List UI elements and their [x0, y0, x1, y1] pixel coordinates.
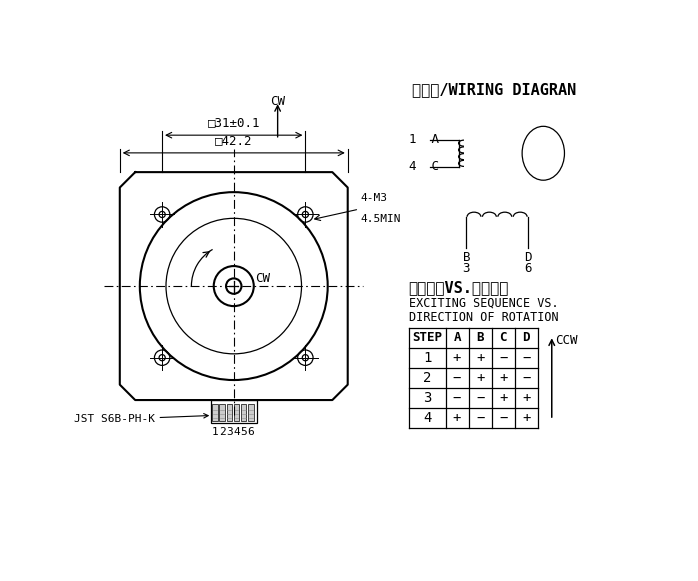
Text: 1: 1: [211, 427, 218, 437]
Text: JST S6B-PH-K: JST S6B-PH-K: [73, 414, 208, 424]
Text: 励磁顺序VS.旋转方向: 励磁顺序VS.旋转方向: [408, 280, 509, 295]
Text: □31±0.1: □31±0.1: [207, 116, 260, 129]
Text: 3: 3: [226, 427, 232, 437]
Text: 2: 2: [218, 427, 225, 437]
Text: D: D: [523, 331, 530, 344]
Bar: [211, 400, 257, 423]
Text: 4-M3: 4-M3: [361, 193, 388, 203]
Text: +: +: [499, 371, 507, 385]
Text: +: +: [476, 351, 484, 365]
Text: −: −: [453, 391, 461, 405]
Text: EXCITING SEQUENCE VS.: EXCITING SEQUENCE VS.: [408, 297, 558, 310]
Text: 4: 4: [423, 411, 431, 425]
Text: STEP: STEP: [412, 331, 442, 344]
Text: A: A: [453, 331, 461, 344]
Text: −: −: [453, 371, 461, 385]
Text: 1  A: 1 A: [408, 133, 438, 146]
Text: □42.2: □42.2: [215, 134, 253, 147]
Bar: [248, 404, 253, 421]
Text: −: −: [499, 351, 507, 365]
Text: +: +: [453, 411, 461, 425]
Bar: [241, 404, 246, 421]
Text: 1: 1: [423, 351, 431, 365]
Text: 4  C: 4 C: [408, 160, 438, 173]
Text: B: B: [463, 252, 470, 264]
Text: 3: 3: [463, 262, 470, 275]
Text: 接线图/WIRING DIAGRAN: 接线图/WIRING DIAGRAN: [413, 82, 577, 97]
Bar: [234, 404, 239, 421]
Text: CW: CW: [270, 95, 285, 108]
Bar: [219, 404, 225, 421]
Text: 6: 6: [524, 262, 532, 275]
Text: 5: 5: [240, 427, 247, 437]
Text: −: −: [499, 411, 507, 425]
Text: 6: 6: [248, 427, 254, 437]
Text: +: +: [522, 391, 530, 405]
Text: 3: 3: [423, 391, 431, 405]
Text: +: +: [499, 391, 507, 405]
Text: +: +: [522, 411, 530, 425]
Text: 2: 2: [423, 371, 431, 385]
Text: −: −: [522, 371, 530, 385]
Text: +: +: [476, 371, 484, 385]
Text: D: D: [524, 252, 532, 264]
Text: B: B: [477, 331, 484, 344]
Text: 4: 4: [233, 427, 240, 437]
Text: 4.5MIN: 4.5MIN: [361, 214, 401, 224]
Text: CCW: CCW: [555, 334, 577, 347]
Text: −: −: [476, 411, 484, 425]
Text: −: −: [476, 391, 484, 405]
Text: +: +: [453, 351, 461, 365]
Text: −: −: [522, 351, 530, 365]
Text: DIRECTION OF ROTATION: DIRECTION OF ROTATION: [408, 311, 558, 324]
Text: C: C: [500, 331, 507, 344]
Bar: [227, 404, 232, 421]
Text: CW: CW: [255, 272, 270, 285]
Bar: [212, 404, 218, 421]
